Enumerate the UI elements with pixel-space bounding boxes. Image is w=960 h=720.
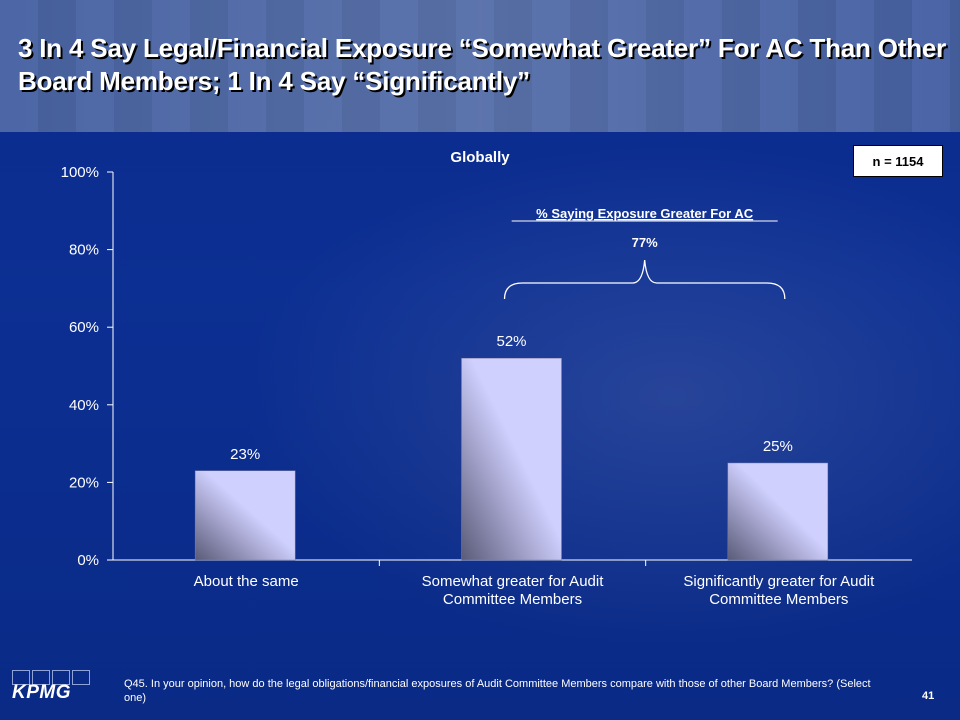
logo-wordmark: KPMG: [12, 682, 71, 703]
bar-value-label: 52%: [496, 333, 526, 350]
annotation-label: % Saying Exposure Greater For AC: [536, 206, 754, 221]
x-category-label: About the same: [194, 573, 299, 590]
bar: [727, 462, 829, 561]
logo-boxes: [12, 670, 94, 685]
sample-size-label: n = 1154: [872, 153, 924, 169]
y-tick-label: 60%: [69, 319, 99, 336]
y-tick-label: 0%: [77, 552, 99, 569]
kpmg-logo: KPMG: [12, 670, 94, 710]
y-tick-label: 100%: [61, 164, 99, 181]
bar-value-label: 25%: [763, 438, 793, 455]
y-tick-label: 40%: [69, 397, 99, 414]
annotation-value-label: 77%: [632, 235, 658, 250]
x-category-label: Somewhat greater for Audit: [422, 573, 605, 590]
y-tick-label: 20%: [69, 474, 99, 491]
title-banner: [0, 0, 960, 132]
x-category-label: Committee Members: [709, 591, 848, 608]
x-category-label: Significantly greater for Audit: [683, 573, 875, 590]
bar: [461, 357, 562, 561]
page-number: 41: [922, 690, 935, 702]
bar-chart: Globally 0% 20% 40% 60% 80% 100% 23% About the s…: [61, 149, 912, 608]
annotation-bracket: [503, 259, 786, 300]
bar-value-label: 23%: [230, 446, 260, 463]
question-footnote: Q45. In your opinion, how do the legal o…: [124, 678, 871, 704]
slide-title: 3 In 4 Say Legal/Financial Exposure “Som…: [18, 33, 947, 96]
sample-size-box: n = 1154: [853, 145, 943, 177]
chart-title: Globally: [450, 149, 510, 166]
bar: [194, 470, 296, 561]
x-category-label: Committee Members: [443, 591, 582, 608]
y-tick-label: 80%: [69, 242, 99, 259]
